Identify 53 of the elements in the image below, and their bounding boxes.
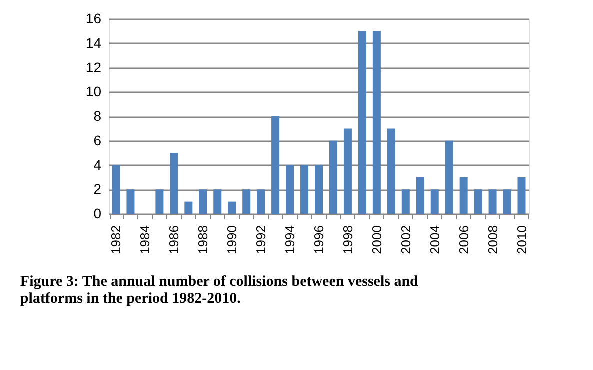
bar [214,190,222,214]
bar [503,190,512,214]
x-tick-label: 2004 [427,226,442,254]
bar [344,128,352,214]
bar [300,165,309,214]
bar [402,190,410,214]
x-tick-label: 2002 [398,226,414,254]
x-tick-label: 2000 [369,226,384,254]
y-tick-label: 0 [94,206,102,222]
bar [286,165,294,214]
bar [372,31,381,214]
bar [315,165,323,214]
x-tick-label: 1984 [138,226,153,254]
x-tick-label: 1996 [312,226,326,254]
y-tick-label: 16 [86,10,102,26]
bar [228,202,236,214]
bar [156,190,164,214]
y-tick-label: 4 [94,156,102,173]
bar [272,116,280,214]
y-tick-label: 14 [86,34,102,51]
y-tick-label: 12 [86,59,102,76]
y-tick-label: 8 [94,108,102,124]
x-tick-label: 1990 [224,226,240,254]
bar [126,190,135,214]
bar [199,190,208,214]
bar [445,140,454,214]
x-tick-label: 1998 [340,226,356,254]
bar [416,177,424,214]
bar [460,177,468,214]
bar [518,177,526,214]
x-tick-label: 1988 [196,226,211,254]
x-tick-label: 1982 [108,226,124,254]
y-tick-label: 6 [94,132,102,148]
bar [474,190,482,214]
x-tick-label: 2008 [485,226,500,254]
x-tick-label: 1992 [254,226,269,254]
caption: Figure 3: The annual number of collisions between vessels and platforms in the period 1982-2010. [20,274,420,307]
x-tick-label: 1994 [282,226,298,254]
x-tick-label: 2010 [514,226,530,254]
bar [358,31,366,214]
bar [184,202,193,214]
bar [257,190,266,214]
bar [430,190,439,214]
y-tick-label: 10 [86,84,102,100]
bar [488,190,497,214]
bar [242,190,251,214]
x-tick-label: 1986 [166,226,182,254]
x-tick-label: 2006 [456,226,472,254]
y-tick-label: 2 [94,181,102,198]
bar [112,165,120,214]
bar [387,128,396,214]
bar [329,140,338,214]
bar [170,153,178,214]
